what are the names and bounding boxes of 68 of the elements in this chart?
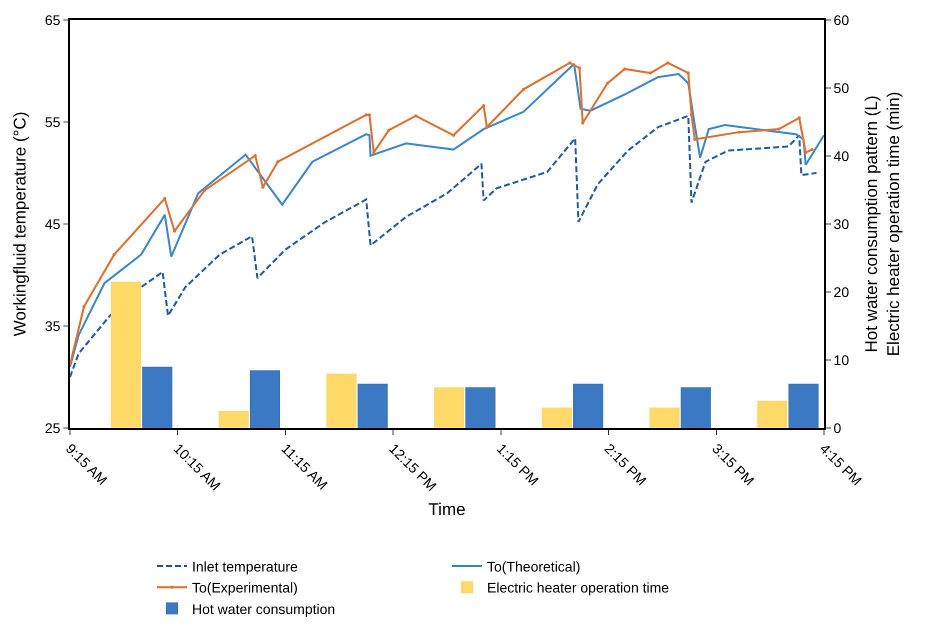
bar [110,282,142,428]
point [261,186,264,189]
point [387,128,390,132]
point [364,113,368,116]
y2-tick-label: 0 [834,420,842,436]
bar [650,408,680,428]
point [163,197,166,200]
bar [542,408,572,428]
x-tick-label: 9:15 AM [62,440,111,488]
point [452,134,455,137]
point [372,151,376,154]
legend-label: To(Experimental) [192,580,298,596]
y2-tick-label: 30 [834,216,850,232]
bar [218,411,249,428]
point [414,114,418,118]
y2-tick-label: 20 [834,284,850,300]
y2-tick-label: 50 [834,80,850,96]
bar [326,374,357,428]
y-tick-label: 65 [44,12,61,28]
point [606,82,609,85]
point [485,126,488,129]
x-tick-label: 4:15 PM [816,440,866,488]
legend-label: Electric heater operation time [487,580,670,596]
legend-label: Hot water consumption [192,600,336,617]
y2-tick-label: 60 [834,12,850,28]
point [276,160,280,164]
point [649,72,652,75]
y-tick-label: 35 [44,318,61,334]
bar [434,387,464,428]
bar [757,400,788,428]
point [172,230,176,233]
point [686,72,690,75]
bar [573,384,604,428]
bar [788,384,819,428]
point [203,188,206,192]
bar [465,387,496,428]
point [777,128,780,131]
x-tick-label: 2:15 PM [602,440,650,488]
point [693,138,696,141]
point [798,116,801,120]
point [568,61,572,64]
y2-axis-title: Hot water consumption pattern (L) Electric heater operation time (min) [862,92,904,356]
line-series [70,114,818,378]
point [666,61,670,64]
x-tick-label: 3:15 PM [709,440,758,488]
legend-label: Inlet temperature [192,558,298,574]
point [368,113,371,116]
y-axis-title: Workingfluid temperature (°C) [10,112,30,336]
y2-tick-label: 40 [834,148,850,164]
bar [680,387,711,428]
legend-label: To(Theoretical) [487,558,580,574]
point [112,253,116,256]
point [623,67,626,70]
point [810,148,814,152]
point [522,88,525,91]
point [482,104,486,108]
bar [358,384,388,428]
point [737,130,740,134]
point [581,122,584,125]
bar [142,366,172,428]
y-tick-label: 25 [44,420,61,436]
y2-tick-label: 10 [834,352,850,368]
point [804,151,808,154]
x-tick-label: 1:15 PM [494,440,542,488]
x-axis-title: Time [428,500,466,519]
bar [250,370,280,428]
y-tick-label: 55 [44,114,61,130]
y-tick-label: 45 [44,216,61,232]
